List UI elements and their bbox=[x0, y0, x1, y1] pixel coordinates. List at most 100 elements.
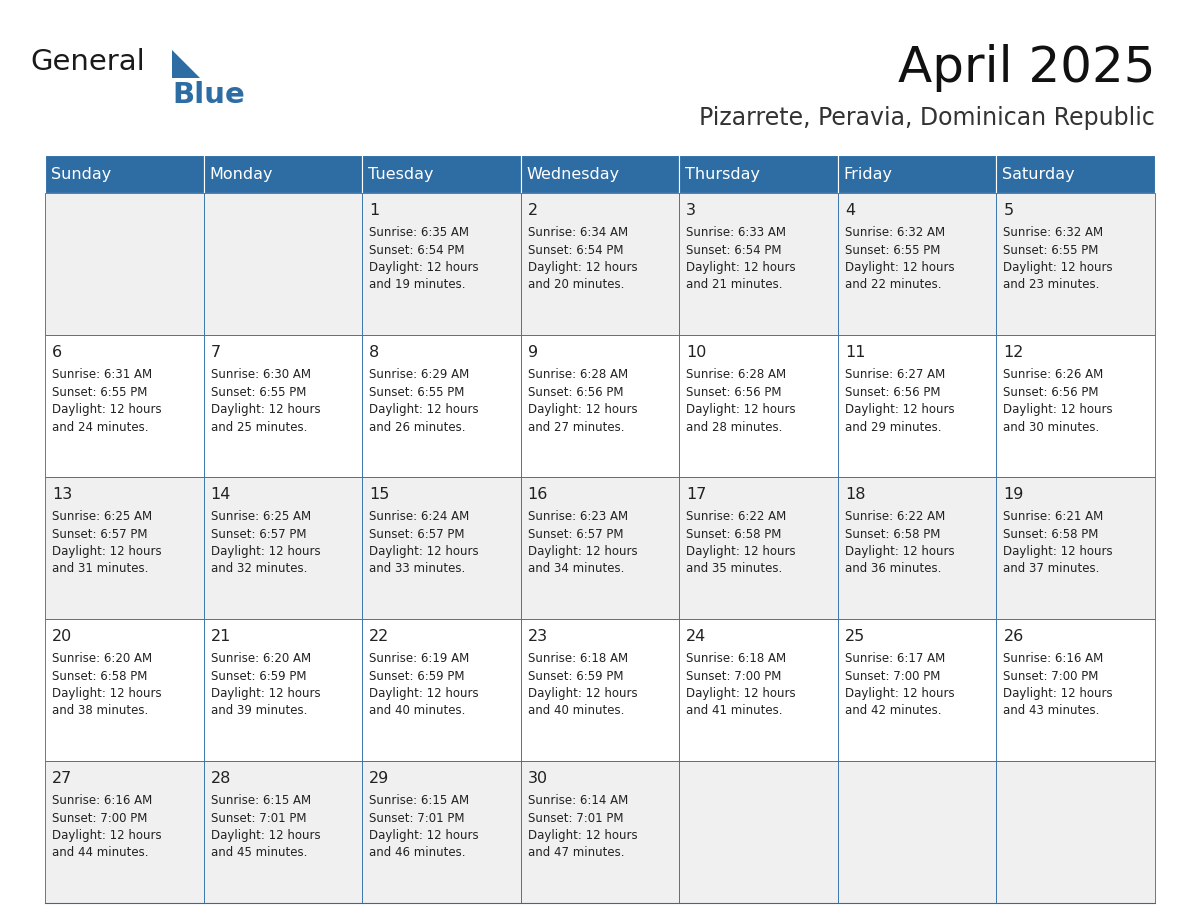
Text: Sunset: 6:57 PM: Sunset: 6:57 PM bbox=[527, 528, 624, 541]
Text: Sunrise: 6:23 AM: Sunrise: 6:23 AM bbox=[527, 510, 627, 523]
Text: Daylight: 12 hours: Daylight: 12 hours bbox=[1004, 261, 1113, 274]
Text: and 28 minutes.: and 28 minutes. bbox=[687, 420, 783, 433]
Text: and 42 minutes.: and 42 minutes. bbox=[845, 704, 941, 718]
Text: Sunset: 6:59 PM: Sunset: 6:59 PM bbox=[527, 669, 624, 682]
Text: 2: 2 bbox=[527, 203, 538, 218]
Text: and 47 minutes.: and 47 minutes. bbox=[527, 846, 624, 859]
Text: Sunset: 6:55 PM: Sunset: 6:55 PM bbox=[369, 386, 465, 398]
Text: Sunset: 6:59 PM: Sunset: 6:59 PM bbox=[210, 669, 307, 682]
Text: Sunrise: 6:22 AM: Sunrise: 6:22 AM bbox=[845, 510, 946, 523]
Text: and 34 minutes.: and 34 minutes. bbox=[527, 563, 624, 576]
Text: Sunrise: 6:27 AM: Sunrise: 6:27 AM bbox=[845, 368, 946, 381]
Text: and 40 minutes.: and 40 minutes. bbox=[527, 704, 624, 718]
Text: April 2025: April 2025 bbox=[897, 44, 1155, 92]
Text: Sunrise: 6:34 AM: Sunrise: 6:34 AM bbox=[527, 226, 627, 239]
Text: Wednesday: Wednesday bbox=[526, 166, 620, 182]
Text: Sunrise: 6:28 AM: Sunrise: 6:28 AM bbox=[687, 368, 786, 381]
Text: Sunrise: 6:25 AM: Sunrise: 6:25 AM bbox=[52, 510, 152, 523]
Text: Sunset: 6:58 PM: Sunset: 6:58 PM bbox=[687, 528, 782, 541]
Text: and 24 minutes.: and 24 minutes. bbox=[52, 420, 148, 433]
Text: 5: 5 bbox=[1004, 203, 1013, 218]
Text: Sunrise: 6:21 AM: Sunrise: 6:21 AM bbox=[1004, 510, 1104, 523]
Text: and 43 minutes.: and 43 minutes. bbox=[1004, 704, 1100, 718]
Text: Daylight: 12 hours: Daylight: 12 hours bbox=[1004, 687, 1113, 700]
Text: 20: 20 bbox=[52, 629, 72, 644]
Text: Sunrise: 6:32 AM: Sunrise: 6:32 AM bbox=[1004, 226, 1104, 239]
Text: Sunrise: 6:29 AM: Sunrise: 6:29 AM bbox=[369, 368, 469, 381]
Text: 29: 29 bbox=[369, 771, 390, 786]
Text: 28: 28 bbox=[210, 771, 230, 786]
Text: 1: 1 bbox=[369, 203, 379, 218]
Text: 11: 11 bbox=[845, 345, 865, 360]
Text: Sunrise: 6:17 AM: Sunrise: 6:17 AM bbox=[845, 652, 946, 665]
Text: Sunset: 7:00 PM: Sunset: 7:00 PM bbox=[687, 669, 782, 682]
Text: Tuesday: Tuesday bbox=[368, 166, 434, 182]
Text: and 39 minutes.: and 39 minutes. bbox=[210, 704, 307, 718]
Text: 25: 25 bbox=[845, 629, 865, 644]
Text: Sunrise: 6:18 AM: Sunrise: 6:18 AM bbox=[527, 652, 627, 665]
Text: Sunset: 6:58 PM: Sunset: 6:58 PM bbox=[52, 669, 147, 682]
Text: Daylight: 12 hours: Daylight: 12 hours bbox=[1004, 403, 1113, 416]
Text: Sunday: Sunday bbox=[51, 166, 112, 182]
Text: and 23 minutes.: and 23 minutes. bbox=[1004, 278, 1100, 292]
Text: Sunset: 7:00 PM: Sunset: 7:00 PM bbox=[1004, 669, 1099, 682]
Text: and 25 minutes.: and 25 minutes. bbox=[210, 420, 307, 433]
Text: Thursday: Thursday bbox=[685, 166, 760, 182]
Text: and 38 minutes.: and 38 minutes. bbox=[52, 704, 148, 718]
Text: Sunrise: 6:32 AM: Sunrise: 6:32 AM bbox=[845, 226, 944, 239]
Text: Sunset: 6:57 PM: Sunset: 6:57 PM bbox=[369, 528, 465, 541]
Text: Daylight: 12 hours: Daylight: 12 hours bbox=[845, 403, 954, 416]
Text: Sunrise: 6:24 AM: Sunrise: 6:24 AM bbox=[369, 510, 469, 523]
Text: Daylight: 12 hours: Daylight: 12 hours bbox=[687, 545, 796, 558]
Text: 18: 18 bbox=[845, 487, 865, 502]
Polygon shape bbox=[172, 50, 200, 78]
Text: and 20 minutes.: and 20 minutes. bbox=[527, 278, 624, 292]
Text: Daylight: 12 hours: Daylight: 12 hours bbox=[369, 261, 479, 274]
Text: Sunrise: 6:14 AM: Sunrise: 6:14 AM bbox=[527, 794, 628, 807]
Text: 8: 8 bbox=[369, 345, 379, 360]
Text: Pizarrete, Peravia, Dominican Republic: Pizarrete, Peravia, Dominican Republic bbox=[699, 106, 1155, 130]
Text: Daylight: 12 hours: Daylight: 12 hours bbox=[1004, 545, 1113, 558]
Text: Sunrise: 6:15 AM: Sunrise: 6:15 AM bbox=[210, 794, 311, 807]
Text: Daylight: 12 hours: Daylight: 12 hours bbox=[527, 261, 637, 274]
Text: Daylight: 12 hours: Daylight: 12 hours bbox=[369, 687, 479, 700]
Text: and 30 minutes.: and 30 minutes. bbox=[1004, 420, 1100, 433]
Text: Daylight: 12 hours: Daylight: 12 hours bbox=[527, 687, 637, 700]
Text: 30: 30 bbox=[527, 771, 548, 786]
Text: Sunrise: 6:15 AM: Sunrise: 6:15 AM bbox=[369, 794, 469, 807]
Text: Sunrise: 6:30 AM: Sunrise: 6:30 AM bbox=[210, 368, 310, 381]
Text: Daylight: 12 hours: Daylight: 12 hours bbox=[527, 829, 637, 842]
Text: Sunset: 7:01 PM: Sunset: 7:01 PM bbox=[369, 812, 465, 824]
Text: Sunset: 6:56 PM: Sunset: 6:56 PM bbox=[1004, 386, 1099, 398]
Text: 15: 15 bbox=[369, 487, 390, 502]
Text: and 26 minutes.: and 26 minutes. bbox=[369, 420, 466, 433]
Text: Sunset: 6:56 PM: Sunset: 6:56 PM bbox=[687, 386, 782, 398]
Text: Sunset: 7:00 PM: Sunset: 7:00 PM bbox=[52, 812, 147, 824]
Text: and 37 minutes.: and 37 minutes. bbox=[1004, 563, 1100, 576]
Text: Daylight: 12 hours: Daylight: 12 hours bbox=[687, 403, 796, 416]
Text: Daylight: 12 hours: Daylight: 12 hours bbox=[52, 403, 162, 416]
Text: Sunset: 6:58 PM: Sunset: 6:58 PM bbox=[845, 528, 940, 541]
Text: Sunrise: 6:26 AM: Sunrise: 6:26 AM bbox=[1004, 368, 1104, 381]
Text: and 40 minutes.: and 40 minutes. bbox=[369, 704, 466, 718]
Text: Sunset: 6:54 PM: Sunset: 6:54 PM bbox=[687, 243, 782, 256]
Text: Sunrise: 6:25 AM: Sunrise: 6:25 AM bbox=[210, 510, 311, 523]
Text: Sunset: 6:58 PM: Sunset: 6:58 PM bbox=[1004, 528, 1099, 541]
Text: Sunset: 6:54 PM: Sunset: 6:54 PM bbox=[527, 243, 624, 256]
Text: 23: 23 bbox=[527, 629, 548, 644]
Text: Daylight: 12 hours: Daylight: 12 hours bbox=[369, 829, 479, 842]
Text: and 19 minutes.: and 19 minutes. bbox=[369, 278, 466, 292]
Text: and 21 minutes.: and 21 minutes. bbox=[687, 278, 783, 292]
Text: 12: 12 bbox=[1004, 345, 1024, 360]
Text: Daylight: 12 hours: Daylight: 12 hours bbox=[369, 403, 479, 416]
Text: Daylight: 12 hours: Daylight: 12 hours bbox=[687, 687, 796, 700]
Text: Sunset: 7:01 PM: Sunset: 7:01 PM bbox=[210, 812, 307, 824]
Text: Sunrise: 6:20 AM: Sunrise: 6:20 AM bbox=[52, 652, 152, 665]
Text: 26: 26 bbox=[1004, 629, 1024, 644]
Text: Friday: Friday bbox=[843, 166, 893, 182]
Text: 6: 6 bbox=[52, 345, 62, 360]
Text: 27: 27 bbox=[52, 771, 72, 786]
Text: Daylight: 12 hours: Daylight: 12 hours bbox=[845, 261, 954, 274]
Text: General: General bbox=[30, 48, 145, 76]
Text: Daylight: 12 hours: Daylight: 12 hours bbox=[210, 829, 321, 842]
